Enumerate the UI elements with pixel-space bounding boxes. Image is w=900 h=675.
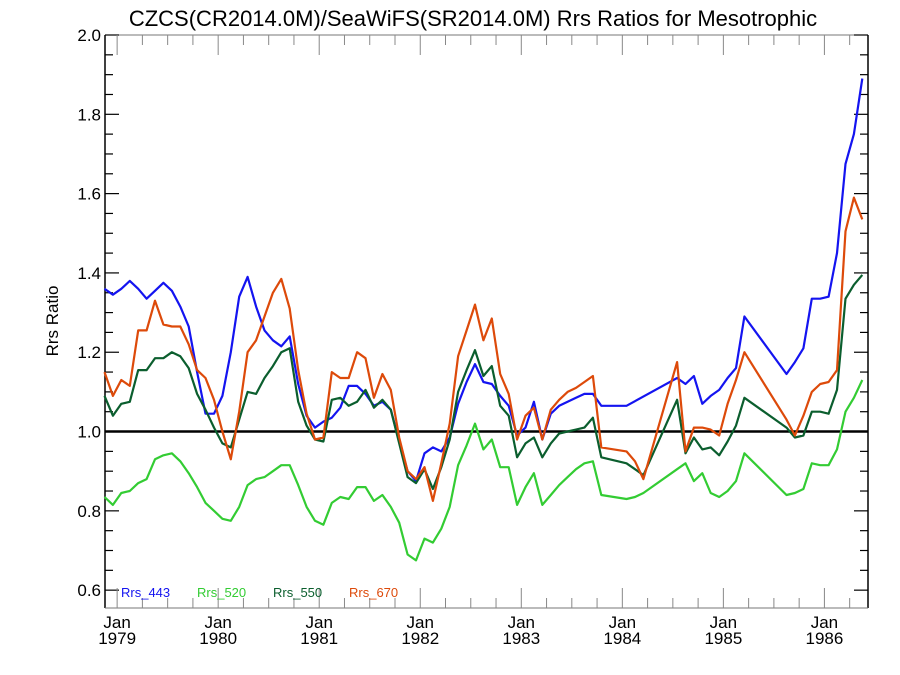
y-axis-label: Rrs Ratio	[43, 286, 62, 357]
x-tick-label-month: Jan	[609, 613, 636, 632]
y-tick-label: 0.8	[77, 502, 101, 521]
legend-item-rrs-443: Rrs_443	[121, 585, 170, 600]
x-tick-label-month: Jan	[204, 613, 231, 632]
y-tick-label: 0.6	[77, 581, 101, 600]
legend-item-rrs-550: Rrs_550	[273, 585, 322, 600]
series-line-rrs-443	[103, 78, 864, 483]
x-tick-label-year: 1982	[401, 629, 439, 648]
legend: Rrs_443 Rrs_520 Rrs_550 Rrs_670	[121, 585, 398, 600]
y-tick-label: 1.6	[77, 185, 101, 204]
x-tick-label-month: Jan	[103, 613, 130, 632]
x-tick-label-year: 1981	[300, 629, 338, 648]
x-tick-label-month: Jan	[305, 613, 332, 632]
x-tick-label-year: 1985	[704, 629, 742, 648]
x-tick-label-year: 1979	[98, 629, 136, 648]
legend-item-rrs-520: Rrs_520	[197, 585, 246, 600]
y-tick-label: 1.2	[77, 343, 101, 362]
x-tick-label-month: Jan	[811, 613, 838, 632]
x-tick-label-month: Jan	[508, 613, 535, 632]
x-tick-label-year: 1986	[805, 629, 843, 648]
x-tick-label-year: 1984	[603, 629, 641, 648]
x-tick-label-year: 1980	[199, 629, 237, 648]
x-axis: Jan1979Jan1980Jan1981Jan1982Jan1983Jan19…	[98, 35, 851, 648]
series-line-rrs-550	[103, 274, 864, 491]
chart-title: CZCS(CR2014.0M)/SeaWiFS(SR2014.0M) Rrs R…	[129, 6, 817, 31]
x-tick-label-month: Jan	[407, 613, 434, 632]
x-tick-label-month: Jan	[710, 613, 737, 632]
y-tick-label: 1.4	[77, 264, 101, 283]
x-tick-label-year: 1983	[502, 629, 540, 648]
series-line-rrs-670	[103, 196, 864, 502]
legend-item-rrs-670: Rrs_670	[349, 585, 398, 600]
series-line-rrs-520	[103, 379, 864, 562]
plot-frame	[104, 34, 869, 609]
y-tick-label: 1.8	[77, 105, 101, 124]
series-lines	[103, 78, 864, 562]
y-tick-label: 1.0	[77, 423, 101, 442]
y-tick-label: 2.0	[77, 26, 101, 45]
